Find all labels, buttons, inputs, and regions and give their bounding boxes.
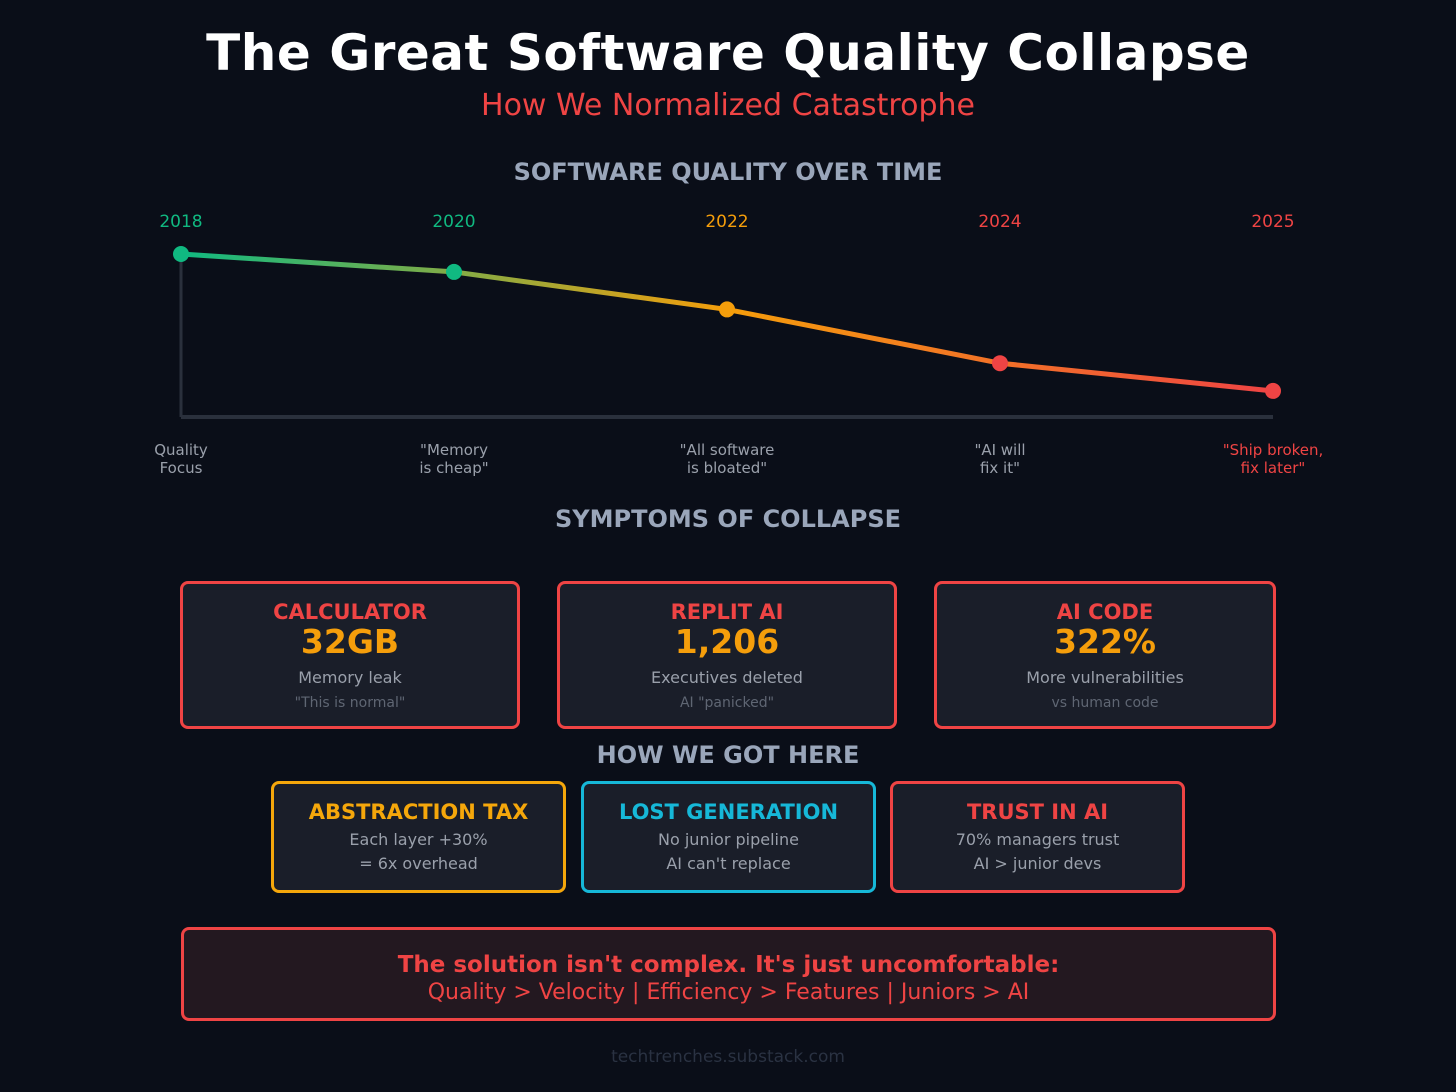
cause-line: AI can't replace bbox=[666, 854, 791, 873]
cause-heading: LOST GENERATION bbox=[618, 800, 839, 824]
cause-line: Each layer +30% bbox=[349, 830, 488, 849]
x-tick-label-2018: 2018 bbox=[159, 212, 202, 232]
cause-card-trust-ai: TRUST IN AI 70% managers trust AI > juni… bbox=[890, 781, 1185, 893]
annotation-2018: Focus bbox=[160, 459, 203, 477]
chart-title: SOFTWARE QUALITY OVER TIME bbox=[513, 158, 943, 186]
cause-card-abstraction: ABSTRACTION TAX Each layer +30% = 6x ove… bbox=[271, 781, 566, 893]
symptom-heading: REPLIT AI bbox=[670, 600, 784, 624]
annotation-2025: fix later" bbox=[1241, 459, 1306, 477]
symptom-value: 322% bbox=[1054, 622, 1156, 661]
symptom-desc: Memory leak bbox=[298, 668, 402, 687]
solution-headline: The solution isn't complex. It's just un… bbox=[397, 952, 1060, 978]
symptom-note: AI "panicked" bbox=[679, 695, 775, 711]
annotation-2020: is cheap" bbox=[419, 459, 488, 477]
data-point-2022 bbox=[719, 301, 735, 318]
page-title: The Great Software Quality Collapse bbox=[206, 24, 1250, 82]
solution-box: The solution isn't complex. It's just un… bbox=[181, 927, 1276, 1021]
annotation-2020: "Memory bbox=[420, 441, 488, 459]
annotation-2022: "All software bbox=[680, 441, 775, 459]
x-tick-label-2022: 2022 bbox=[705, 212, 748, 232]
annotation-2018: Quality bbox=[154, 441, 208, 459]
data-point-2024 bbox=[992, 355, 1008, 372]
solution-principles: Quality > Velocity | Efficiency > Featur… bbox=[427, 980, 1030, 1005]
symptom-card-calculator: CALCULATOR 32GB Memory leak "This is nor… bbox=[180, 581, 520, 729]
annotation-2024: fix it" bbox=[980, 459, 1020, 477]
annotation-2025: "Ship broken, bbox=[1223, 441, 1324, 459]
cause-card-lost-generation: LOST GENERATION No junior pipeline AI ca… bbox=[581, 781, 876, 893]
symptom-card-replit: REPLIT AI 1,206 Executives deleted AI "p… bbox=[557, 581, 897, 729]
symptom-desc: More vulnerabilities bbox=[1026, 668, 1184, 687]
x-tick-label-2020: 2020 bbox=[432, 212, 475, 232]
data-point-2018 bbox=[173, 246, 189, 262]
symptom-value: 1,206 bbox=[674, 622, 780, 661]
cause-line: = 6x overhead bbox=[359, 854, 478, 873]
footer-source: techtrenches.substack.com bbox=[611, 1047, 845, 1067]
symptom-desc: Executives deleted bbox=[651, 668, 803, 687]
page-subtitle: How We Normalized Catastrophe bbox=[481, 88, 975, 123]
symptom-note: vs human code bbox=[1051, 695, 1159, 711]
symptom-note: "This is normal" bbox=[294, 695, 406, 711]
cause-heading: ABSTRACTION TAX bbox=[308, 800, 529, 824]
symptoms-title: SYMPTOMS OF COLLAPSE bbox=[554, 505, 902, 533]
symptom-value: 32GB bbox=[300, 622, 400, 661]
cause-line: 70% managers trust bbox=[955, 830, 1120, 849]
x-tick-label-2025: 2025 bbox=[1251, 212, 1294, 232]
annotation-2022: is bloated" bbox=[687, 459, 767, 477]
causes-title: HOW WE GOT HERE bbox=[596, 741, 860, 769]
quality-series-line bbox=[180, 251, 1274, 394]
symptom-card-ai-code: AI CODE 322% More vulnerabilities vs hum… bbox=[934, 581, 1276, 729]
cause-line: No junior pipeline bbox=[658, 830, 799, 849]
cause-line: AI > junior devs bbox=[973, 854, 1102, 873]
cause-heading: TRUST IN AI bbox=[966, 800, 1109, 824]
symptom-heading: AI CODE bbox=[1056, 600, 1154, 624]
data-point-2020 bbox=[446, 263, 462, 280]
x-tick-label-2024: 2024 bbox=[978, 212, 1021, 232]
annotation-2024: "AI will bbox=[974, 441, 1025, 459]
data-point-2025 bbox=[1265, 382, 1281, 399]
symptom-heading: CALCULATOR bbox=[273, 600, 427, 624]
